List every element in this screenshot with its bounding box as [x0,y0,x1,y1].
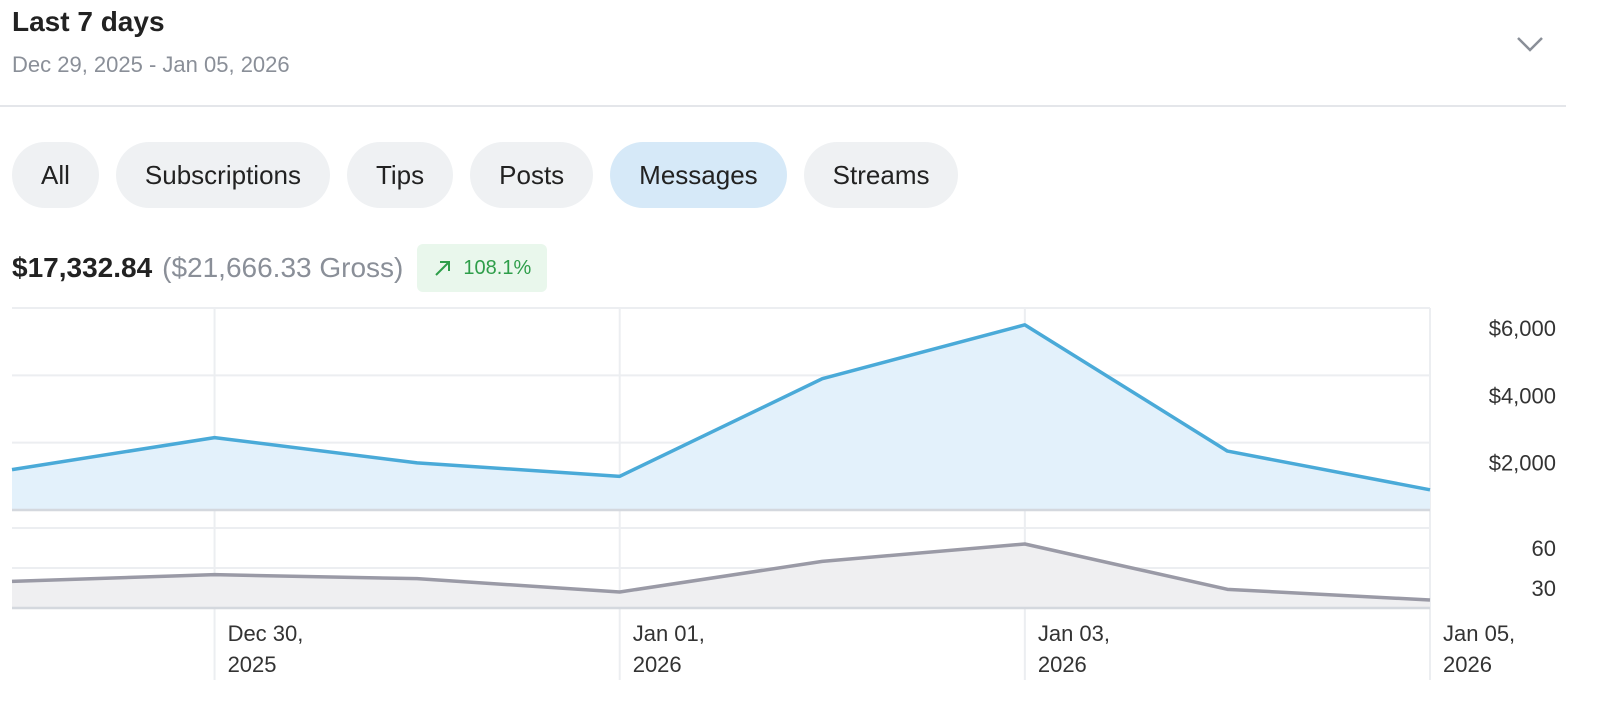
gross-amount: ($21,666.33 Gross) [162,252,404,283]
line [11,542,1431,602]
change-value: 108.1% [463,256,532,279]
x-tick-label: Dec 30, 2025 [227,621,304,677]
net-amount: $17,332.84 [12,252,153,283]
chevron-icon[interactable] [1515,32,1545,56]
tab[interactable]: Streams [803,142,959,208]
x-tick-label: Jan 01, 2026 [632,621,705,677]
summary: $17,332.84 ($21,666.33 Gross) 108.1% [12,244,548,292]
area-fill [12,324,1430,510]
tab[interactable]: Messages [610,142,787,208]
tab[interactable]: Tips [346,142,454,208]
tab[interactable]: All [12,142,99,208]
y-tick-label: 60 [1532,536,1556,561]
arrow-icon [435,261,451,276]
y-tick-label: $2,000 [1489,451,1556,476]
y-tick-label: $6,000 [1489,316,1556,341]
x-tick-label: Jan 05, 2026 [1443,621,1516,677]
range-title: Last 7 days [12,6,165,37]
area-fill [12,544,1430,608]
y-tick-label: 30 [1532,576,1556,601]
y-tick-label: $4,000 [1489,383,1556,408]
change-badge: 108.1% [417,244,548,292]
tab-bar: All Subscriptions Tips Posts Messages Streams [12,142,959,208]
range-header[interactable]: Last 7 days Dec 29, 2025 - Jan 05, 2026 [0,0,1566,107]
range-dates: Dec 29, 2025 - Jan 05, 2026 [12,52,290,77]
tab[interactable]: Subscriptions [115,142,330,208]
line [11,323,1431,492]
x-tick-label: Jan 03, 2026 [1037,621,1111,677]
tab[interactable]: Posts [470,142,594,208]
